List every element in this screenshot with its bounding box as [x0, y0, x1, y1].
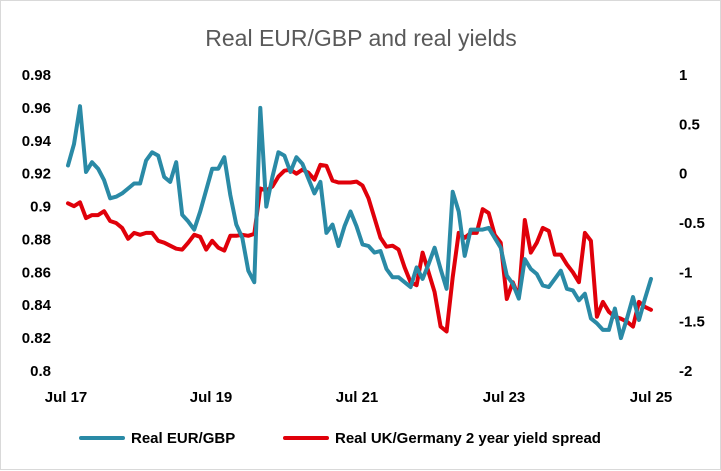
y-left-tick-label: 0.96	[22, 100, 51, 117]
x-tick-label: Jul 23	[483, 389, 526, 406]
x-tick-label: Jul 17	[45, 389, 88, 406]
plot-area	[66, 104, 653, 341]
legend-label: Real UK/Germany 2 year yield spread	[335, 430, 601, 447]
y-right-tick-label: -2	[679, 363, 692, 380]
y-right-tick-label: -0.5	[679, 215, 705, 232]
y-left-tick-label: 0.9	[30, 199, 51, 216]
legend-item-real-eur-gbp: Real EUR/GBP	[79, 430, 235, 447]
y-left-tick-label: 0.84	[22, 297, 52, 314]
legend: Real EUR/GBP Real UK/Germany 2 year yield…	[79, 430, 601, 447]
legend-item-real-uk-germany-spread: Real UK/Germany 2 year yield spread	[283, 430, 601, 447]
axes: 0.98 0.96 0.94 0.92 0.9 0.88 0.86 0.84 0.82 0.8 1 0…	[22, 67, 705, 406]
y-right-tick-label: 0.5	[679, 116, 700, 133]
y-left-tick-label: 0.88	[22, 231, 51, 248]
y-right-tick-label: 1	[679, 67, 687, 84]
x-tick-label: Jul 25	[630, 389, 673, 406]
y-right-tick-label: -1.5	[679, 314, 705, 331]
series-line-real-uk-germany-spread	[66, 162, 653, 334]
y-left-tick-label: 0.98	[22, 67, 51, 84]
y-right-tick-label: 0	[679, 166, 687, 183]
series-line-real-eur-gbp	[66, 104, 653, 341]
y-right-tick-label: -1	[679, 264, 692, 281]
y-left-tick-label: 0.86	[22, 264, 51, 281]
y-left-tick-label: 0.8	[30, 363, 51, 380]
y-left-tick-label: 0.92	[22, 166, 51, 183]
legend-label: Real EUR/GBP	[131, 430, 235, 447]
x-tick-label: Jul 21	[336, 389, 379, 406]
y-left-tick-label: 0.82	[22, 330, 51, 347]
y-left-tick-label: 0.94	[22, 133, 52, 150]
x-tick-label: Jul 19	[190, 389, 233, 406]
chart-title: Real EUR/GBP and real yields	[205, 25, 517, 51]
